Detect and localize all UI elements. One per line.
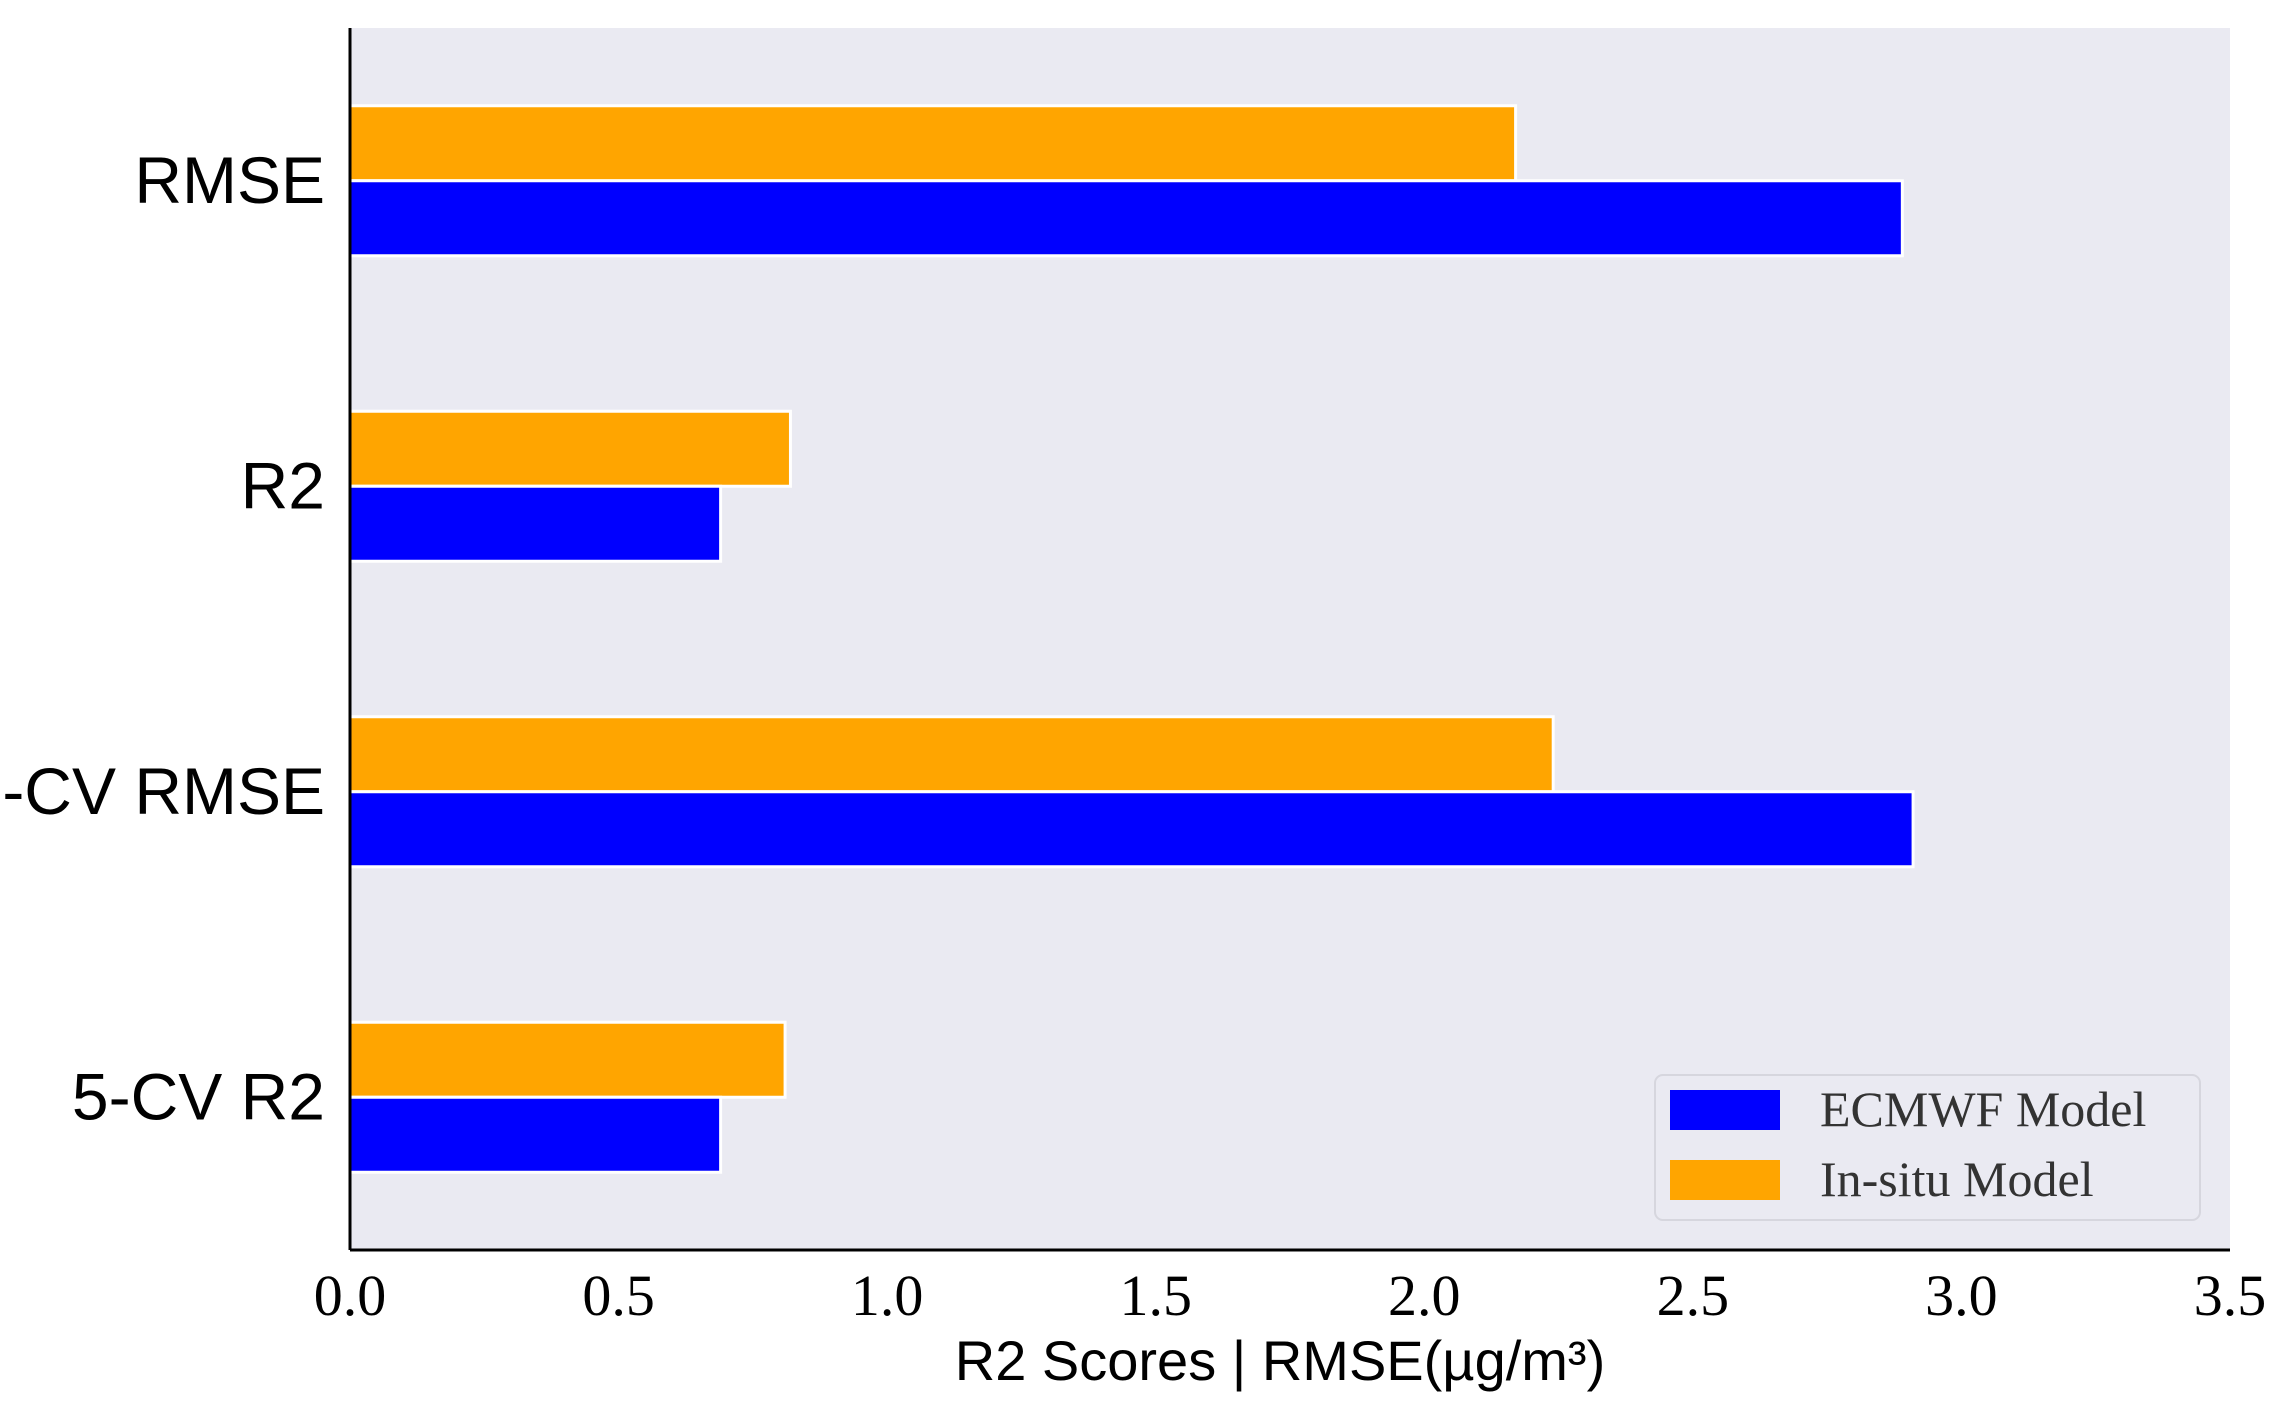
category-label-5-cv-rmse: 5-CV RMSE [0,754,325,828]
legend: ECMWF Model In-situ Model [1654,1074,2201,1221]
x-tick-label: 0.0 [314,1263,387,1328]
legend-label-ecmwf-model: ECMWF Model [1820,1081,2146,1137]
bar-in-situ-model-5-cv-r2 [348,1020,787,1099]
x-tick-label: 0.5 [582,1263,655,1328]
bar-in-situ-model-5-cv-rmse [348,715,1555,794]
bar-in-situ-model-r2 [348,409,792,488]
bar-ecmwf-model-5-cv-r2 [348,1095,723,1174]
x-tick-label: 3.5 [2194,1263,2267,1328]
legend-label-in-situ-model: In-situ Model [1820,1151,2094,1207]
category-label-rmse: RMSE [134,143,325,217]
x-tick-label: 2.5 [1657,1263,1730,1328]
category-label-5-cv-r2: 5-CV R2 [72,1059,325,1133]
bar-ecmwf-model-r2 [348,484,723,563]
x-tick-label: 3.0 [1925,1263,1998,1328]
category-label-r2: R2 [241,448,325,522]
bar-ecmwf-model-rmse [348,179,1904,258]
x-tick-label: 1.0 [851,1263,924,1328]
bar-ecmwf-model-5-cv-rmse [348,790,1915,869]
x-tick-label: 1.5 [1119,1263,1192,1328]
legend-swatch-ecmwf-model [1670,1090,1780,1130]
legend-box [1654,1074,2201,1221]
bar-in-situ-model-rmse [348,104,1518,183]
x-tick-label: 2.0 [1388,1263,1461,1328]
legend-swatch-in-situ-model [1670,1160,1780,1200]
x-axis-title: R2 Scores | RMSE(µg/m³) [955,1329,1605,1392]
